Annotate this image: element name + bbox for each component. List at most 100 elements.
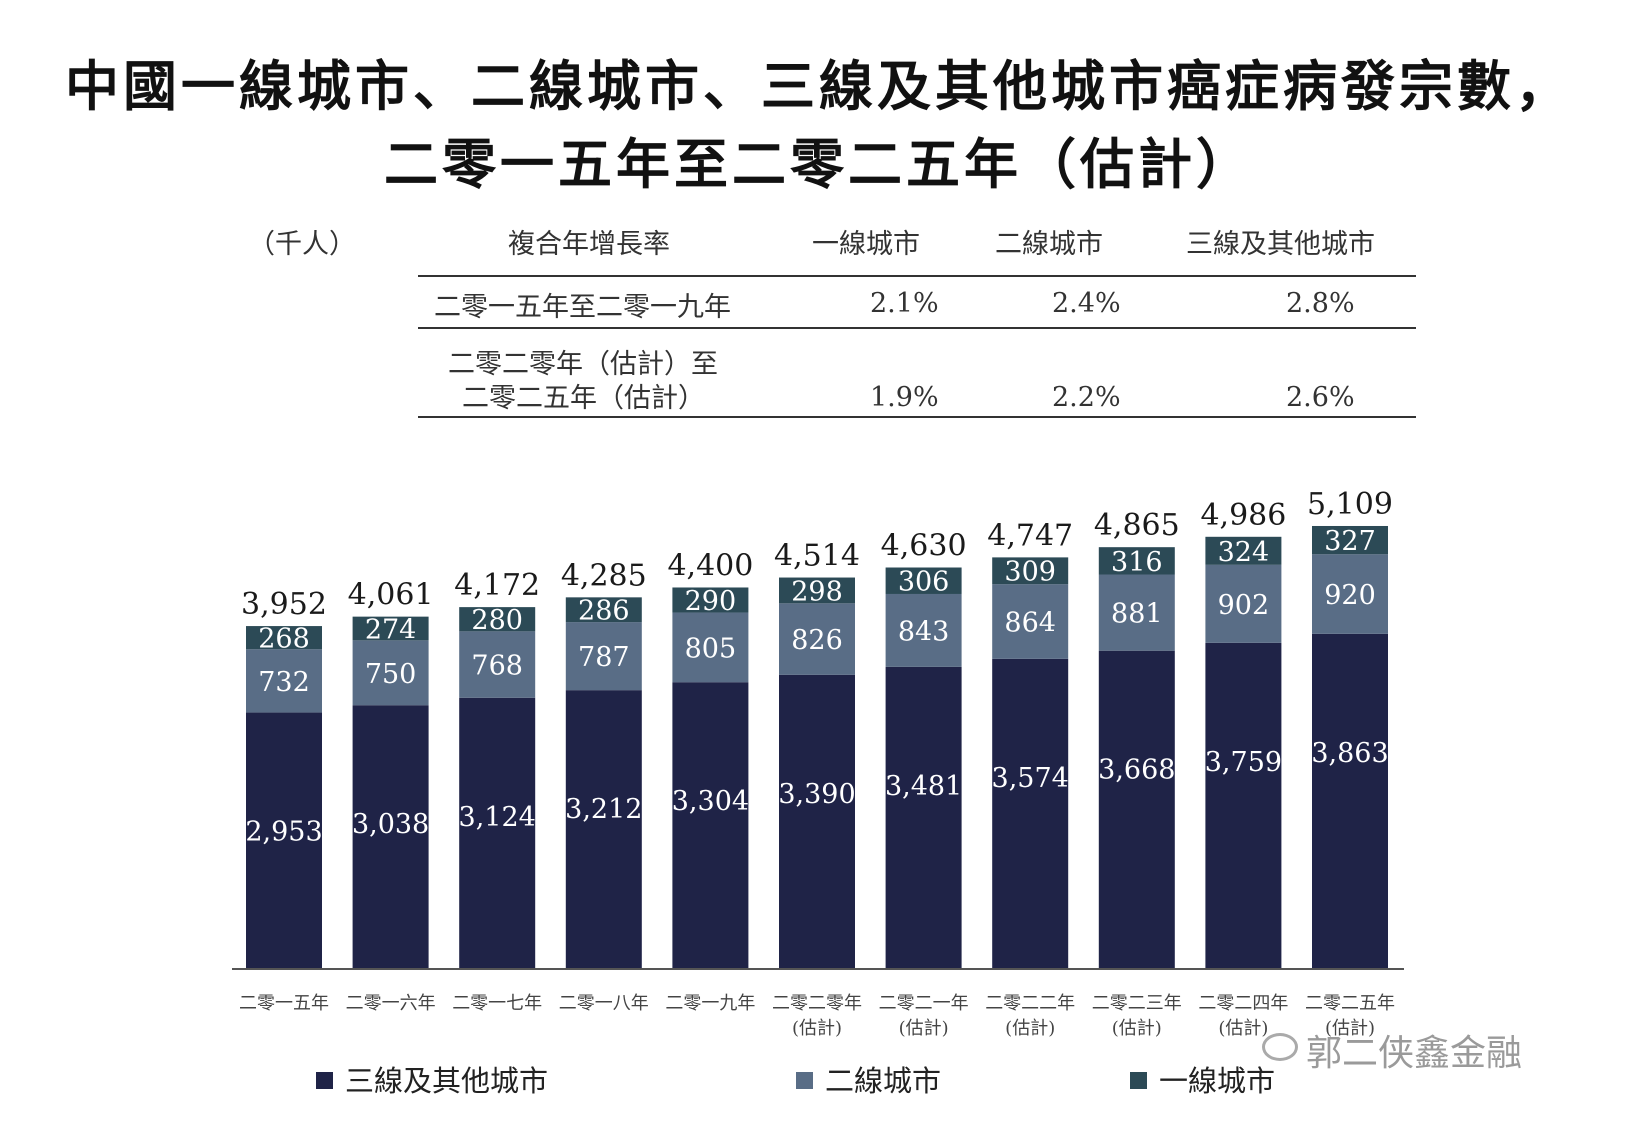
bar-label-2-2: 280: [471, 605, 523, 636]
watermark-text: 郭二侠鑫金融: [1306, 1033, 1523, 1074]
legend-swatch-tier2: [796, 1072, 813, 1089]
table-rule-bottom: [418, 416, 1416, 418]
bar-2-3: [565, 597, 642, 623]
x-tick-label-5-0: 二零二零年: [772, 993, 862, 1014]
bar-label-2-6: 306: [898, 567, 950, 598]
bar-label-2-1: 274: [365, 614, 417, 645]
bar-2-9: [1205, 536, 1282, 565]
x-tick-label-10-1: (估計): [1325, 1018, 1375, 1039]
x-tick-label-8-0: 二零二三年: [1092, 993, 1182, 1014]
bar-label-1-2: 768: [471, 651, 523, 682]
bar-label-0-3: 3,212: [565, 794, 642, 825]
period-row2-line2: 二零二五年（估計）: [462, 383, 705, 414]
bar-2-7: [992, 557, 1069, 585]
bar-label-1-1: 750: [365, 659, 417, 690]
bar-label-1-3: 787: [578, 642, 630, 673]
bar-1-9: [1205, 564, 1282, 643]
bar-label-1-4: 805: [685, 633, 737, 664]
bar-2-6: [885, 567, 962, 594]
cagr-header: 複合年增長率: [508, 229, 670, 260]
period-row2-line1: 二零二零年（估計）至: [448, 349, 718, 380]
bar-label-0-0: 2,953: [245, 817, 322, 848]
bar-0-4: [672, 682, 749, 968]
legend-item-tier2: 二線城市: [796, 1058, 941, 1100]
bar-1-8: [1098, 574, 1175, 651]
unit-label: （千人）: [248, 229, 356, 260]
tier3-header: 三線及其他城市: [1186, 229, 1375, 260]
legend-label-tier3: 三線及其他城市: [345, 1064, 549, 1098]
bar-0-5: [779, 674, 855, 968]
bar-label-2-4: 290: [685, 586, 737, 617]
legend-swatch-tier1: [1130, 1072, 1147, 1089]
total-label-1: 4,061: [348, 578, 434, 613]
x-tick-label-8-1: (估計): [1112, 1018, 1162, 1039]
bar-label-0-1: 3,038: [352, 809, 429, 840]
x-tick-label-6-0: 二零二一年: [879, 993, 969, 1014]
bar-label-1-5: 826: [791, 625, 843, 656]
bar-1-7: [992, 584, 1069, 659]
x-tick-label-4-0: 二零一九年: [665, 993, 755, 1014]
bar-1-5: [779, 603, 855, 675]
bar-0-9: [1205, 642, 1282, 968]
bar-1-6: [885, 593, 962, 667]
row1-tier2: 2.4%: [1052, 288, 1121, 319]
bar-1-2: [459, 631, 536, 698]
bar-label-2-3: 286: [578, 596, 630, 627]
x-tick-label-3-0: 二零一八年: [559, 993, 649, 1014]
bar-label-2-5: 298: [791, 576, 843, 607]
legend-item-tier1: 一線城市: [1130, 1058, 1275, 1100]
total-label-8: 4,865: [1094, 508, 1180, 543]
bar-0-0: [246, 712, 322, 968]
x-tick-label-10-0: 二零二五年: [1305, 993, 1395, 1014]
bar-0-1: [352, 705, 429, 968]
total-label-10: 5,109: [1307, 487, 1393, 522]
bar-label-1-6: 843: [898, 616, 950, 647]
bar-2-10: [1312, 525, 1388, 555]
legend-label-tier1: 一線城市: [1159, 1064, 1276, 1098]
total-label-4: 4,400: [667, 548, 753, 583]
bar-0-8: [1098, 650, 1175, 968]
wechat-icon: [1262, 1033, 1298, 1061]
bar-label-1-10: 920: [1324, 580, 1376, 611]
x-tick-label-1-0: 二零一六年: [346, 993, 436, 1014]
bar-1-4: [672, 612, 749, 683]
bar-2-5: [779, 577, 855, 604]
total-label-5: 4,514: [774, 539, 860, 574]
bar-1-0: [246, 649, 322, 713]
bar-label-0-9: 3,759: [1205, 747, 1282, 778]
row2-tier3: 2.6%: [1286, 382, 1355, 413]
bar-label-0-10: 3,863: [1311, 738, 1388, 769]
bar-1-3: [565, 622, 642, 691]
bar-label-1-9: 902: [1218, 590, 1270, 621]
bar-label-0-8: 3,668: [1098, 755, 1175, 786]
legend-item-tier3: 三線及其他城市: [316, 1058, 548, 1100]
bar-label-2-0: 268: [258, 624, 310, 655]
x-tick-label-7-0: 二零二二年: [985, 993, 1075, 1014]
x-tick-label-5-1: (估計): [792, 1018, 842, 1039]
bar-label-2-8: 316: [1111, 547, 1163, 578]
total-label-6: 4,630: [881, 529, 967, 564]
bar-label-0-6: 3,481: [885, 771, 962, 802]
total-label-3: 4,285: [561, 558, 647, 593]
bar-0-6: [885, 666, 962, 968]
x-tick-label-0-0: 二零一五年: [239, 993, 329, 1014]
watermark: 郭二侠鑫金融: [1262, 1024, 1522, 1076]
legend-label-tier2: 二線城市: [825, 1064, 942, 1098]
chart-title-line1: 中國一線城市、二線城市、三線及其他城市癌症病發宗數，: [65, 55, 1573, 118]
table-rule-mid: [418, 327, 1416, 329]
bar-label-2-9: 324: [1218, 537, 1270, 568]
bar-2-0: [246, 626, 322, 650]
row2-tier1: 1.9%: [870, 382, 939, 413]
row2-tier2: 2.2%: [1052, 382, 1121, 413]
x-tick-label-6-1: (估計): [899, 1018, 949, 1039]
bar-label-0-5: 3,390: [778, 779, 855, 810]
row1-tier1: 2.1%: [870, 288, 939, 319]
bar-label-1-8: 881: [1111, 599, 1163, 630]
bar-label-0-4: 3,304: [672, 786, 749, 817]
total-label-0: 3,952: [241, 587, 327, 622]
bar-label-0-7: 3,574: [992, 763, 1069, 794]
bar-1-10: [1312, 554, 1388, 634]
x-tick-label-7-1: (估計): [1005, 1018, 1055, 1039]
period-row1: 二零一五年至二零一九年: [434, 292, 731, 323]
